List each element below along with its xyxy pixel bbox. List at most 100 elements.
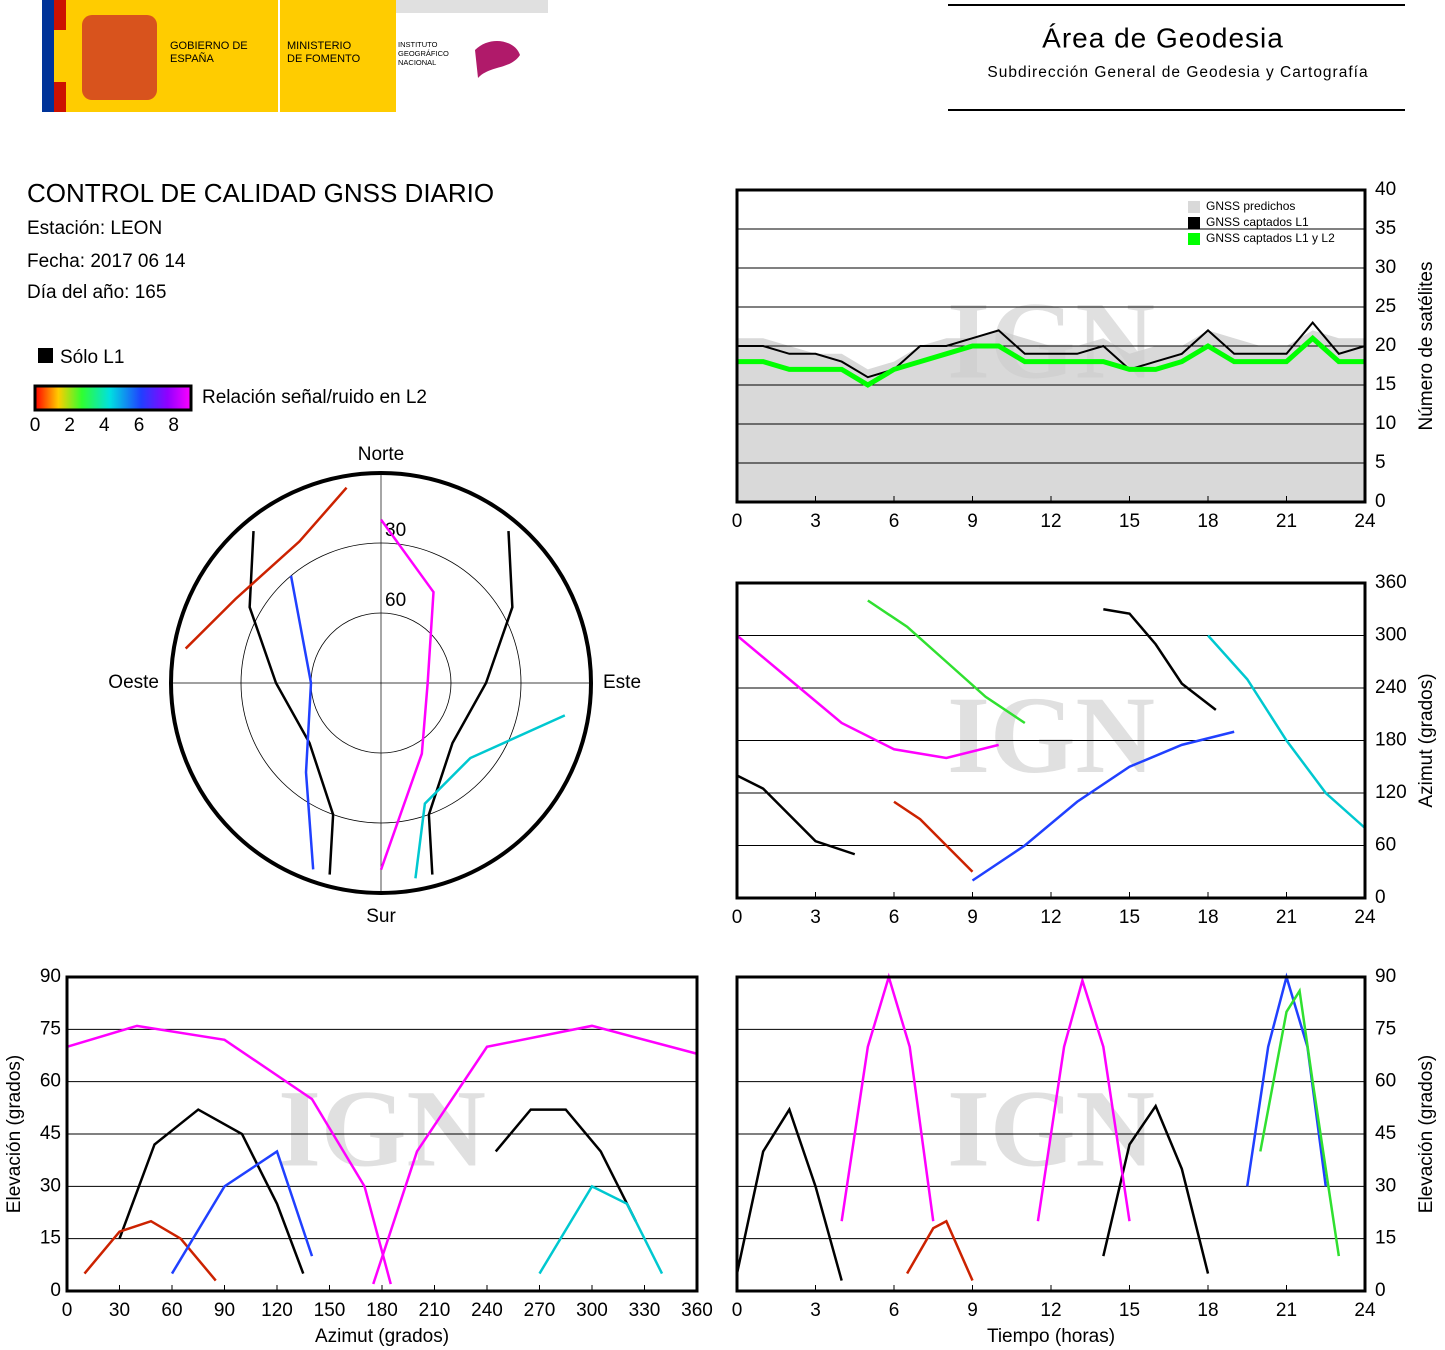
x-tick-label: 240 <box>471 1300 503 1321</box>
y-tick-label: 360 <box>1375 572 1407 593</box>
area-title: Área de Geodesia <box>1042 22 1284 53</box>
watermark: IGN <box>947 674 1155 796</box>
x-tick-label: 210 <box>419 1300 451 1321</box>
y-tick-label: 20 <box>1375 335 1396 356</box>
north-label: Norte <box>358 444 404 465</box>
satellite-track <box>83 1219 217 1282</box>
x-tick-label: 15 <box>1119 1300 1140 1321</box>
y-tick-label: 300 <box>1375 625 1407 646</box>
y-tick-label: 30 <box>1375 1175 1396 1196</box>
logo-block <box>42 0 548 112</box>
satellite-track <box>289 575 315 870</box>
satellite-track <box>1207 634 1366 829</box>
x-tick-label: 3 <box>810 907 821 928</box>
y-tick-label: 40 <box>1375 179 1396 200</box>
satellite-track <box>736 634 999 760</box>
logo-text: INSTITUTO GEOGRÁFICO NACIONAL <box>398 40 449 67</box>
y-tick-label: 15 <box>1375 374 1396 395</box>
logo-text: MINISTERIO DE FOMENTO <box>287 40 360 65</box>
x-tick-label: 0 <box>62 1300 73 1321</box>
satellite-track <box>893 800 974 873</box>
x-tick-label: 0 <box>732 511 743 532</box>
y-tick-label: 0 <box>1375 887 1386 908</box>
satellite-track <box>379 518 435 871</box>
y-tick-label: 15 <box>40 1228 61 1249</box>
y-axis-label: Elevación (grados) <box>1416 1055 1437 1213</box>
snr-tick-label: 0 <box>30 415 41 436</box>
y-tick-label: 35 <box>1375 218 1396 239</box>
plot-frame <box>65 975 699 1293</box>
polar-ring-label: 30 <box>385 520 406 541</box>
legend-swatch <box>1188 201 1200 213</box>
area-subtitle: Subdirección General de Geodesia y Carto… <box>987 64 1368 81</box>
x-tick-label: 24 <box>1354 1300 1376 1321</box>
x-tick-label: 30 <box>109 1300 130 1321</box>
count-line <box>737 334 1365 388</box>
snr-tick-label: 2 <box>64 415 75 436</box>
satellite-track <box>372 1024 698 1285</box>
snr-colorbar <box>33 384 193 412</box>
y-tick-label: 25 <box>1375 296 1396 317</box>
y-axis-label: Número de satélites <box>1416 262 1437 431</box>
x-tick-label: 0 <box>732 1300 743 1321</box>
x-tick-label: 24 <box>1354 511 1376 532</box>
plot-frame <box>735 188 1367 504</box>
x-tick-label: 300 <box>576 1300 608 1321</box>
satellite-track <box>906 1219 974 1282</box>
x-tick-label: 60 <box>161 1300 182 1321</box>
x-tick-label: 120 <box>261 1300 293 1321</box>
satellite-track <box>414 714 566 879</box>
x-tick-label: 21 <box>1276 1300 1297 1321</box>
x-tick-label: 18 <box>1197 1300 1218 1321</box>
logo-gobierno: GOBIERNO DE ESPAÑA <box>170 40 248 65</box>
legend-label: GNSS captados L1 y L2 <box>1206 231 1335 245</box>
legend-label: GNSS predichos <box>1206 199 1295 213</box>
report-title: CONTROL DE CALIDAD GNSS DIARIO <box>27 178 494 208</box>
y-tick-label: 60 <box>1375 1071 1396 1092</box>
y-tick-label: 75 <box>1375 1018 1396 1039</box>
snr-tick-label: 6 <box>134 415 145 436</box>
y-tick-label: 0 <box>1375 491 1386 512</box>
satellite-track <box>427 531 514 875</box>
satellite-track <box>971 730 1235 882</box>
polar-ring-label: 60 <box>385 590 406 611</box>
x-tick-label: 18 <box>1197 511 1218 532</box>
x-tick-label: 18 <box>1197 907 1218 928</box>
satellite-track <box>1259 987 1341 1257</box>
y-tick-label: 0 <box>1375 1280 1386 1301</box>
x-tick-label: 360 <box>681 1300 713 1321</box>
x-tick-label: 0 <box>732 907 743 928</box>
satellite-track <box>867 599 1026 725</box>
x-tick-label: 21 <box>1276 511 1297 532</box>
satellite-track <box>736 774 856 856</box>
x-tick-label: 9 <box>967 907 978 928</box>
x-tick-label: 24 <box>1354 907 1376 928</box>
x-tick-label: 15 <box>1119 511 1140 532</box>
y-tick-label: 240 <box>1375 677 1407 698</box>
satellite-track <box>1036 976 1131 1222</box>
y-tick-label: 15 <box>1375 1228 1396 1249</box>
west-label: Oeste <box>108 672 159 693</box>
x-tick-label: 12 <box>1040 907 1061 928</box>
y-axis-label: Azimut (grados) <box>1416 673 1437 807</box>
satellite-track <box>118 1108 305 1275</box>
y-tick-label: 5 <box>1375 452 1386 473</box>
legend-swatch <box>1188 233 1200 245</box>
y-tick-label: 90 <box>1375 966 1396 987</box>
x-tick-label: 180 <box>366 1300 398 1321</box>
plot-frame <box>735 975 1367 1293</box>
logo-text: GOBIERNO DE ESPAÑA <box>170 40 248 65</box>
area <box>737 330 1365 502</box>
x-tick-label: 270 <box>524 1300 556 1321</box>
satellite-track <box>184 486 348 650</box>
y-tick-label: 180 <box>1375 730 1407 751</box>
plot-frame <box>735 581 1367 900</box>
y-tick-label: 45 <box>40 1123 61 1144</box>
legend-swatch <box>1188 217 1200 229</box>
logo-ign: INSTITUTO GEOGRÁFICO NACIONAL <box>398 40 449 67</box>
east-label: Este <box>603 672 641 693</box>
x-axis-label: Azimut (grados) <box>315 1326 449 1347</box>
x-tick-label: 90 <box>214 1300 235 1321</box>
l1-swatch <box>38 348 53 363</box>
x-tick-label: 6 <box>889 511 900 532</box>
